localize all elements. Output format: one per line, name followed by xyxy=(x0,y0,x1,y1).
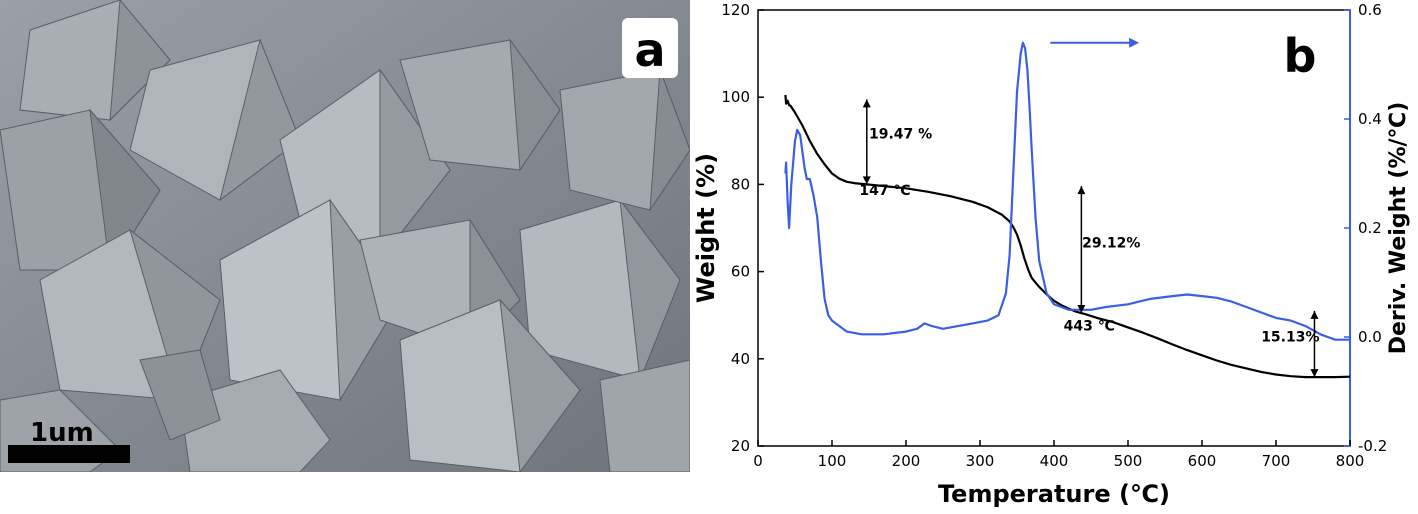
annotation-label: 443 ℃ xyxy=(1064,318,1115,334)
arrow-head-up xyxy=(1310,310,1319,319)
scale-bar-label: 1um xyxy=(30,418,94,448)
arrow-head-down xyxy=(1310,369,1319,378)
arrow-head-up xyxy=(1077,186,1086,195)
arrow-head-down xyxy=(1077,305,1086,314)
x-tick-label: 800 xyxy=(1336,452,1365,470)
y-right-tick-label: 0.0 xyxy=(1358,328,1382,346)
y-right-tick-label: 0.4 xyxy=(1358,110,1382,128)
weight-series xyxy=(784,94,1351,379)
x-tick-label: 400 xyxy=(1040,452,1069,470)
right-axis-indicator-arrowhead xyxy=(1129,37,1140,48)
deriv-weight-series xyxy=(784,41,1350,341)
x-axis-label: Temperature (℃) xyxy=(938,480,1170,508)
sem-micrograph: 1um a xyxy=(0,0,690,472)
y-left-tick-label: 100 xyxy=(721,88,750,106)
x-tick-label: 500 xyxy=(1114,452,1143,470)
octahedral-crystals xyxy=(0,0,690,472)
tga-chart: 0 100 200 300 400 500 600 700 800 20 40 60 80 100 120 -… xyxy=(692,1,1411,508)
y-right-tick-label: 0.2 xyxy=(1358,219,1382,237)
y-axis-right-label: Deriv. Weight (%/℃) xyxy=(1386,102,1411,355)
panel-a-letter: a xyxy=(634,23,665,77)
sem-image-panel: 1um a xyxy=(0,0,690,472)
panel-a-letter-box xyxy=(622,18,678,78)
y-left-tick-label: 20 xyxy=(731,437,750,455)
panel-b-letter: b xyxy=(1284,29,1317,83)
x-tick-label: 0 xyxy=(753,452,763,470)
arrow-head-up xyxy=(862,99,871,108)
y-left-tick-label: 80 xyxy=(731,175,750,193)
annotation-label: 29.12% xyxy=(1082,236,1140,252)
tga-chart-panel: 0 100 200 300 400 500 600 700 800 20 40 60 80 100 120 -… xyxy=(690,0,1418,510)
x-tick-label: 300 xyxy=(966,452,995,470)
x-tick-label: 100 xyxy=(818,452,847,470)
x-tick-label: 200 xyxy=(892,452,921,470)
y-axis-left-label: Weight (%) xyxy=(692,153,720,303)
plot-frame xyxy=(757,9,1351,447)
arrow-head-down xyxy=(862,176,871,185)
y-left-tick-label: 60 xyxy=(731,263,750,281)
y-right-tick-label: -0.2 xyxy=(1358,437,1387,455)
y-left-tick-label: 40 xyxy=(731,350,750,368)
y-right-tick-label: 0.6 xyxy=(1358,1,1382,19)
x-tick-label: 600 xyxy=(1188,452,1217,470)
y-left-tick-label: 120 xyxy=(721,1,750,19)
scale-bar xyxy=(8,445,130,463)
annotation-label: 19.47 % xyxy=(869,127,932,143)
annotation-label: 147 ℃ xyxy=(859,183,910,199)
annotation-label: 15.13% xyxy=(1261,329,1319,345)
x-tick-label: 700 xyxy=(1262,452,1291,470)
